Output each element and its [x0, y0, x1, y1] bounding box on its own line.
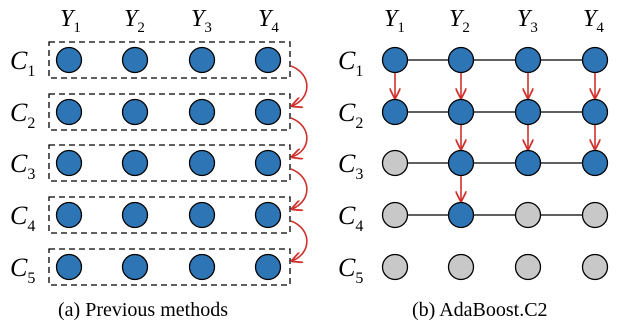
- left-node-c5-y4: [254, 253, 282, 281]
- left-row-box-c3: [48, 144, 291, 182]
- left-row-label-c5: C5: [10, 253, 35, 287]
- right-down-arrows: [395, 73, 595, 201]
- left-node-c1-y1: [55, 46, 83, 74]
- right-node-c2-y4: [581, 98, 609, 126]
- left-node-c4-y1: [55, 201, 83, 229]
- right-node-c3-y4: [581, 149, 609, 177]
- left-node-c2-y1: [55, 98, 83, 126]
- left-row-boxes: [48, 41, 291, 286]
- left-col-header-y3: Y3: [191, 6, 212, 36]
- left-column-headers: Y1 Y2 Y3 Y4: [60, 6, 279, 36]
- left-arrow-c4-c5: [291, 220, 308, 261]
- left-node-c2-y2: [121, 98, 149, 126]
- left-col-header-y1: Y1: [60, 6, 81, 36]
- right-node-c5-y1: [381, 253, 409, 281]
- left-row-label-c3: C3: [10, 149, 35, 183]
- left-caption: (a) Previous methods: [58, 299, 228, 321]
- right-panel: Y1 Y2 Y3 Y4 C1 C2 C3 C4 C5: [338, 6, 609, 321]
- left-arrow-c2-c3: [291, 117, 308, 157]
- right-row-label-c5: C5: [338, 253, 363, 287]
- right-caption: (b) AdaBoost.C2: [412, 299, 548, 321]
- right-col-header-y3: Y3: [517, 6, 538, 36]
- right-row-edges: [395, 59, 595, 216]
- left-node-c3-y4: [254, 149, 282, 177]
- left-node-c3-y1: [55, 149, 83, 177]
- right-row-label-c4: C4: [338, 201, 363, 235]
- left-row-box-c5: [48, 248, 291, 286]
- left-arrow-c1-c2: [291, 65, 308, 106]
- right-column-headers: Y1 Y2 Y3 Y4: [384, 6, 604, 36]
- right-node-c2-y2: [447, 98, 475, 126]
- left-node-c4-y2: [121, 201, 149, 229]
- left-row-box-c2: [48, 93, 291, 131]
- right-node-c1-y3: [514, 46, 542, 74]
- left-nodes: [55, 46, 282, 281]
- right-row-label-c3: C3: [338, 149, 363, 183]
- left-node-c2-y4: [254, 98, 282, 126]
- right-node-c1-y1: [381, 46, 409, 74]
- right-node-c5-y2: [447, 253, 475, 281]
- left-row-box-c4: [48, 196, 291, 234]
- right-node-c4-y3: [514, 201, 542, 229]
- right-col-header-y4: Y4: [583, 6, 604, 36]
- left-node-c4-y3: [188, 201, 216, 229]
- left-node-c1-y2: [121, 46, 149, 74]
- right-node-c1-y4: [581, 46, 609, 74]
- left-col-header-y2: Y2: [124, 6, 145, 36]
- right-node-c3-y3: [514, 149, 542, 177]
- right-node-c1-y2: [447, 46, 475, 74]
- left-node-c1-y4: [254, 46, 282, 74]
- right-node-c5-y3: [514, 253, 542, 281]
- left-col-header-y4: Y4: [258, 6, 279, 36]
- right-node-c2-y1: [381, 98, 409, 126]
- left-node-c4-y4: [254, 201, 282, 229]
- left-node-c5-y2: [121, 253, 149, 281]
- left-node-c5-y3: [188, 253, 216, 281]
- right-node-c4-y2: [447, 201, 475, 229]
- right-node-c5-y4: [581, 253, 609, 281]
- left-row-box-c1: [48, 41, 291, 79]
- left-row-label-c4: C4: [10, 201, 35, 235]
- left-arrow-c3-c4: [291, 168, 308, 209]
- right-nodes: [381, 46, 609, 281]
- left-panel: Y1 Y2 Y3 Y4 C1 C2 C3 C4 C5: [10, 6, 308, 321]
- right-row-label-c2: C2: [338, 98, 363, 132]
- left-node-c2-y3: [188, 98, 216, 126]
- left-node-c5-y1: [55, 253, 83, 281]
- right-node-c3-y1: [381, 149, 409, 177]
- right-node-c4-y4: [581, 201, 609, 229]
- left-chain-arrows: [291, 65, 308, 261]
- left-node-c3-y2: [121, 149, 149, 177]
- left-row-label-c2: C2: [10, 98, 35, 132]
- right-row-labels: C1 C2 C3 C4 C5: [338, 46, 363, 287]
- right-col-header-y1: Y1: [384, 6, 405, 36]
- right-node-c2-y3: [514, 98, 542, 126]
- right-col-header-y2: Y2: [449, 6, 470, 36]
- right-node-c3-y2: [447, 149, 475, 177]
- left-row-labels: C1 C2 C3 C4 C5: [10, 46, 35, 287]
- left-row-label-c1: C1: [10, 46, 35, 80]
- left-node-c1-y3: [188, 46, 216, 74]
- right-row-label-c1: C1: [338, 46, 363, 80]
- right-node-c4-y1: [381, 201, 409, 229]
- left-node-c3-y3: [188, 149, 216, 177]
